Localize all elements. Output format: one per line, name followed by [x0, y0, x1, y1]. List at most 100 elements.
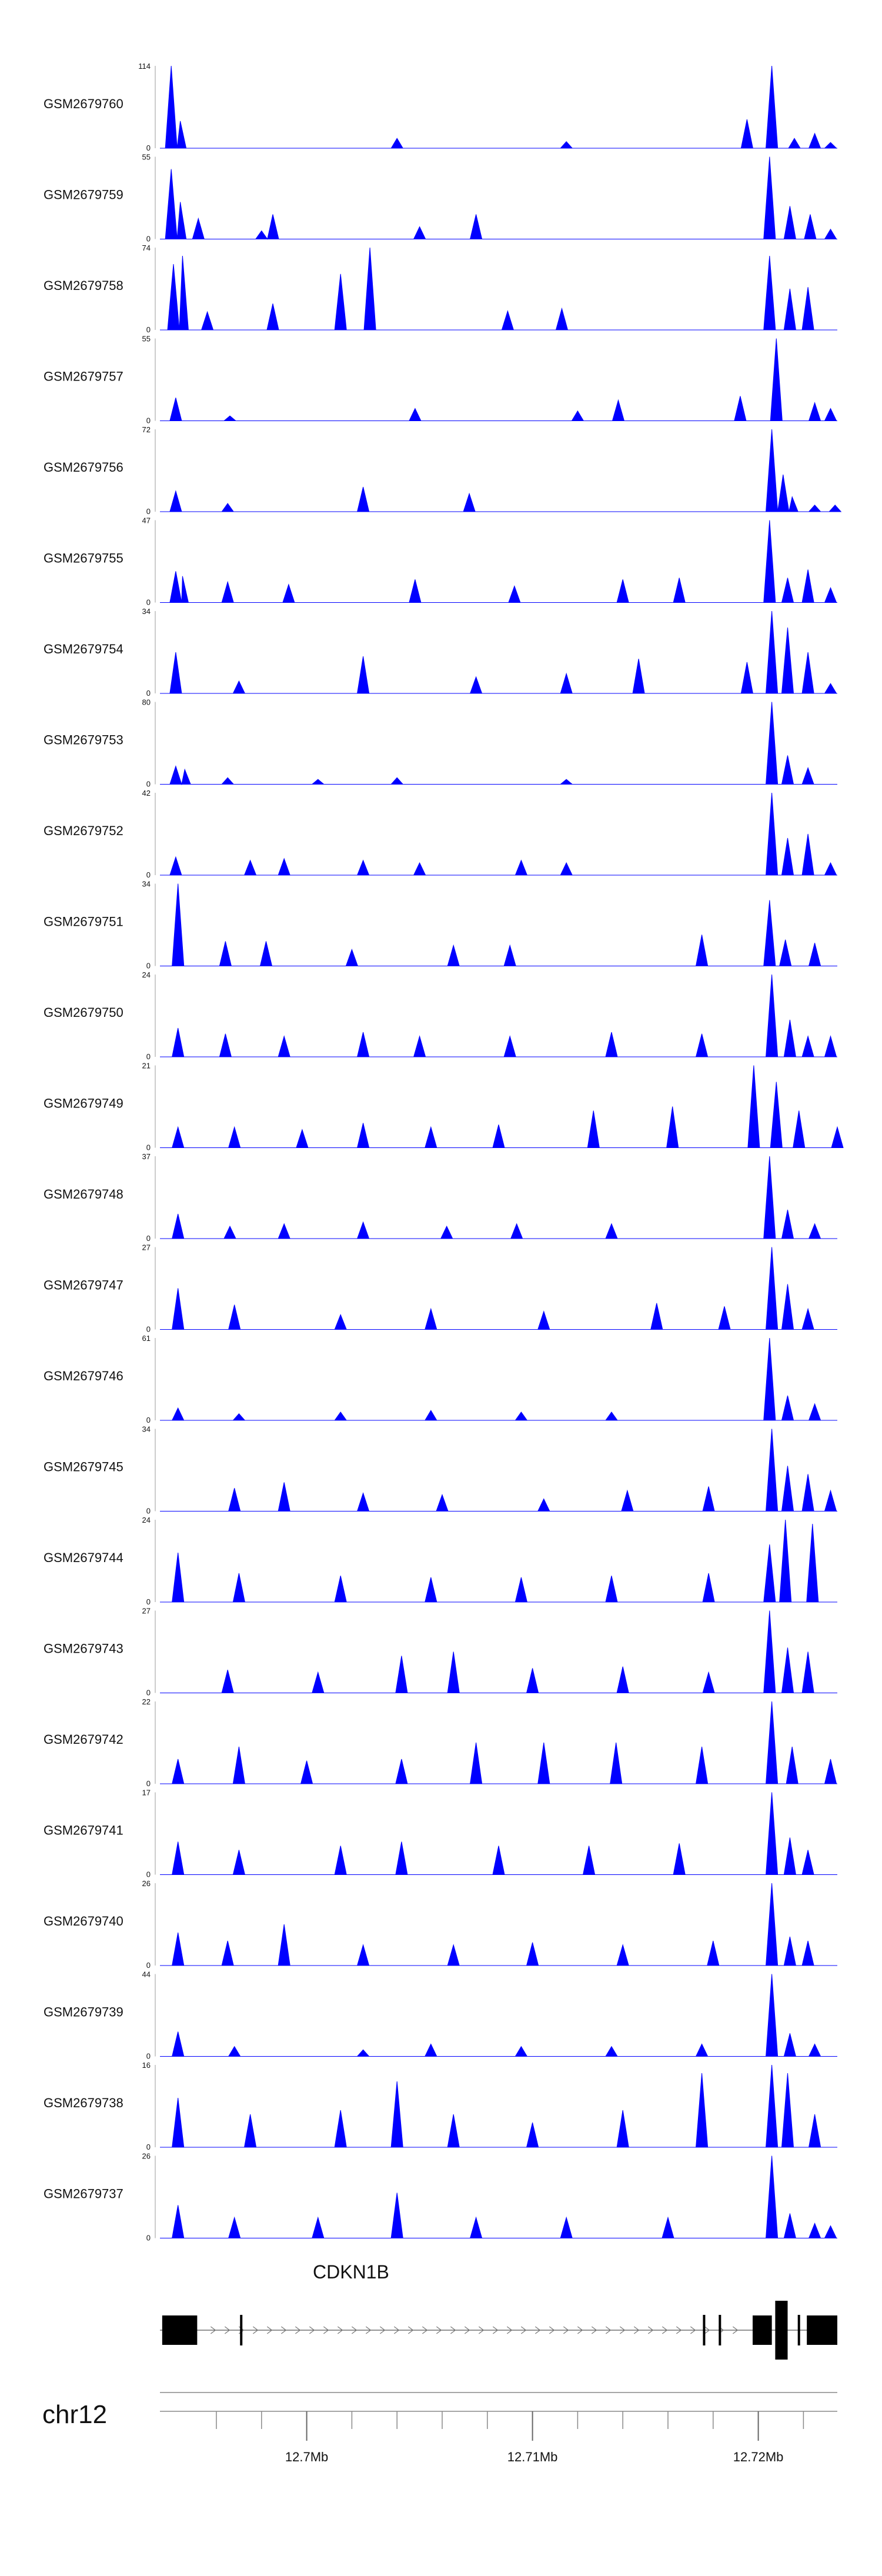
track-label: GSM2679757 — [44, 369, 123, 384]
y-max-label: 16 — [142, 2061, 151, 2070]
track-label: GSM2679758 — [44, 278, 123, 293]
track-label: GSM2679743 — [44, 1641, 123, 1656]
y-max-label: 34 — [142, 1425, 151, 1434]
exon — [807, 2315, 837, 2345]
track-label: GSM2679752 — [44, 823, 123, 838]
coverage-area — [160, 1610, 837, 1693]
y-max-label: 34 — [142, 607, 151, 616]
track: GSM2679741 17 0 — [44, 1788, 837, 1879]
strand-arrow — [690, 2326, 696, 2334]
track: GSM2679749 21 0 — [44, 1062, 844, 1152]
strand-arrow — [253, 2326, 259, 2334]
y-max-label: 27 — [142, 1243, 151, 1252]
coverage-area — [160, 65, 837, 149]
strand-arrow — [563, 2326, 569, 2334]
exon — [162, 2315, 198, 2345]
track: GSM2679739 44 0 — [44, 1970, 837, 2061]
track-label: GSM2679738 — [44, 2095, 123, 2110]
strand-arrow — [507, 2326, 513, 2334]
y-max-label: 114 — [138, 62, 151, 71]
coverage-area — [160, 1974, 837, 2057]
coverage-area — [160, 1156, 837, 1239]
track-label: GSM2679745 — [44, 1460, 123, 1474]
strand-arrow — [733, 2326, 739, 2334]
exon-mark — [719, 2315, 721, 2345]
coverage-area — [160, 1883, 837, 1966]
coverage-tracks: GSM26797601140GSM2679759550GSM2679758740… — [44, 62, 844, 2243]
strand-arrow — [704, 2326, 710, 2334]
strand-arrow — [309, 2326, 315, 2334]
coverage-area — [160, 1519, 837, 1603]
strand-arrow — [634, 2326, 640, 2334]
coverage-area — [160, 1701, 837, 1784]
coverage-area — [160, 2064, 837, 2148]
exon-mark — [703, 2315, 706, 2345]
y-zero-label: 0 — [146, 689, 151, 698]
track-label: GSM2679749 — [44, 1096, 123, 1111]
exon — [753, 2315, 772, 2345]
track: GSM2679738 16 0 — [44, 2061, 837, 2151]
strand-arrow — [620, 2326, 626, 2334]
track-label: GSM2679737 — [44, 2187, 123, 2201]
y-zero-label: 0 — [146, 325, 151, 334]
track-label: GSM2679748 — [44, 1187, 123, 1202]
track-label: GSM2679756 — [44, 460, 123, 475]
track-label: GSM2679753 — [44, 733, 123, 748]
y-zero-label: 0 — [146, 2234, 151, 2243]
track: GSM2679753 80 0 — [44, 698, 837, 789]
y-zero-label: 0 — [146, 870, 151, 879]
strand-arrow — [394, 2326, 400, 2334]
y-zero-label: 0 — [146, 780, 151, 789]
strand-arrow — [450, 2326, 456, 2334]
strand-arrow — [521, 2326, 527, 2334]
y-zero-label: 0 — [146, 1597, 151, 1606]
y-max-label: 80 — [142, 698, 151, 707]
coverage-area — [160, 1792, 837, 1875]
track: GSM2679760 114 0 — [44, 62, 837, 152]
coverage-area — [160, 883, 837, 966]
y-max-label: 24 — [142, 1516, 151, 1524]
y-max-label: 22 — [142, 1697, 151, 1706]
strand-arrow — [535, 2326, 541, 2334]
track: GSM2679759 55 0 — [44, 153, 837, 243]
y-zero-label: 0 — [146, 507, 151, 516]
track: GSM2679745 34 0 — [44, 1425, 837, 1516]
tick-label: 12.7Mb — [285, 2450, 328, 2464]
strand-arrow — [436, 2326, 442, 2334]
coverage-area — [160, 338, 837, 421]
track-label: GSM2679741 — [44, 1823, 123, 1838]
coverage-area — [160, 1247, 837, 1330]
strand-arrow — [267, 2326, 273, 2334]
track: GSM2679752 42 0 — [44, 789, 837, 879]
y-zero-label: 0 — [146, 1507, 151, 1516]
strand-arrow — [323, 2326, 329, 2334]
track-label: GSM2679740 — [44, 1914, 123, 1928]
track-label: GSM2679744 — [44, 1550, 123, 1565]
strand-arrow — [338, 2326, 343, 2334]
strand-arrow — [211, 2326, 216, 2334]
track: GSM2679744 24 0 — [44, 1516, 837, 1606]
strand-arrow — [295, 2326, 301, 2334]
y-zero-label: 0 — [146, 235, 151, 243]
strand-arrow — [606, 2326, 612, 2334]
y-max-label: 55 — [142, 335, 151, 343]
track: GSM2679743 27 0 — [44, 1607, 837, 1697]
y-max-label: 72 — [142, 425, 151, 434]
track: GSM2679757 55 0 — [44, 335, 837, 425]
strand-arrow — [549, 2326, 555, 2334]
track: GSM2679754 34 0 — [44, 607, 837, 698]
y-max-label: 42 — [142, 789, 151, 798]
y-max-label: 44 — [142, 1970, 151, 1979]
coverage-area — [160, 2155, 837, 2238]
track: GSM2679748 37 0 — [44, 1152, 837, 1243]
strand-arrow — [366, 2326, 372, 2334]
track-label: GSM2679755 — [44, 551, 123, 566]
y-zero-label: 0 — [146, 1234, 151, 1243]
y-max-label: 61 — [142, 1334, 151, 1343]
strand-arrow — [479, 2326, 485, 2334]
strand-arrow — [281, 2326, 287, 2334]
track-label: GSM2679754 — [44, 642, 123, 656]
track: GSM2679737 26 0 — [44, 2152, 837, 2243]
y-max-label: 17 — [142, 1788, 151, 1797]
